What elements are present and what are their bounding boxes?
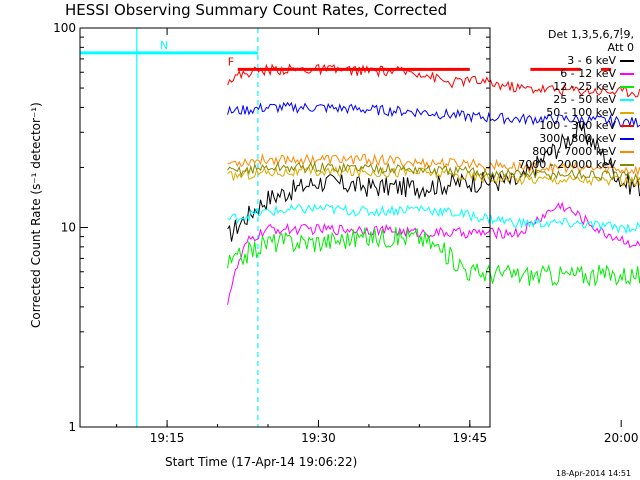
chart-title: HESSI Observing Summary Count Rates, Cor… xyxy=(65,1,448,19)
legend-items: 3 - 6 keV 6 - 12 keV 12 - 25 keV 25 - 50 ke… xyxy=(518,54,634,171)
legend-swatch xyxy=(620,138,634,140)
series-line xyxy=(227,161,640,182)
legend-swatch xyxy=(620,112,634,114)
legend-entry-label: 12 - 25 keV xyxy=(553,80,616,93)
y-tick-label: 10 xyxy=(61,221,76,235)
x-tick-label: 19:45 xyxy=(453,431,488,445)
legend-entry-label: 25 - 50 keV xyxy=(553,93,616,106)
x-tick-label: 20:00 xyxy=(604,431,639,445)
annotation-label: N xyxy=(160,39,168,52)
legend-entry-label: 50 - 100 keV xyxy=(546,106,616,119)
legend-swatch xyxy=(620,164,634,166)
x-tick-label: 19:15 xyxy=(150,431,185,445)
annotation-label: F xyxy=(228,55,234,68)
legend-swatch xyxy=(620,73,634,75)
legend-entry: 12 - 25 keV xyxy=(518,80,634,93)
legend-swatch xyxy=(620,151,634,153)
series-line xyxy=(227,165,640,187)
series-line xyxy=(227,203,640,235)
legend-entry: 300 - 800 keV xyxy=(518,132,634,145)
legend-entry-label: 800 - 7000 keV xyxy=(532,145,616,158)
series-line xyxy=(227,152,640,177)
legend-entry: 50 - 100 keV xyxy=(518,106,634,119)
y-axis-label: Corrected Count Rate (s⁻¹ detector⁻¹) xyxy=(29,102,43,328)
legend-swatch xyxy=(620,99,634,101)
series-line xyxy=(227,121,640,242)
legend-swatch xyxy=(620,86,634,88)
legend-header-line2: Att 0 xyxy=(607,41,634,54)
plot-frame xyxy=(79,27,491,428)
legend-entry-label: 3 - 6 keV xyxy=(567,54,616,67)
series-line xyxy=(227,101,640,128)
datestamp: 18-Apr-2014 14:51 xyxy=(556,469,632,478)
legend: Det 1,3,5,6,7,9, Att 0 3 - 6 keV 6 - 12 k… xyxy=(518,28,634,171)
series-line xyxy=(227,201,640,305)
legend-entry-label: 6 - 12 keV xyxy=(560,67,616,80)
series-line xyxy=(227,63,640,98)
legend-entry-label: 7000 - 20000 keV xyxy=(518,158,616,171)
legend-entry: 6 - 12 keV xyxy=(518,67,634,80)
y-tick-label: 1 xyxy=(68,420,76,434)
legend-swatch xyxy=(620,125,634,127)
series-line xyxy=(227,227,640,287)
legend-header-line1: Det 1,3,5,6,7,9, xyxy=(547,28,634,41)
legend-entry: 100 - 300 keV xyxy=(518,119,634,132)
legend-entry: 800 - 7000 keV xyxy=(518,145,634,158)
y-tick-label: 100 xyxy=(53,21,76,35)
x-axis-label: Start Time (17-Apr-14 19:06:22) xyxy=(165,455,358,469)
x-tick-label: 19:30 xyxy=(301,431,336,445)
legend-entry: 25 - 50 keV xyxy=(518,93,634,106)
legend-entry-label: 300 - 800 keV xyxy=(539,132,616,145)
legend-entry: 3 - 6 keV xyxy=(518,54,634,67)
legend-entry-label: 100 - 300 keV xyxy=(539,119,616,132)
legend-entry: 7000 - 20000 keV xyxy=(518,158,634,171)
legend-swatch xyxy=(620,60,634,62)
